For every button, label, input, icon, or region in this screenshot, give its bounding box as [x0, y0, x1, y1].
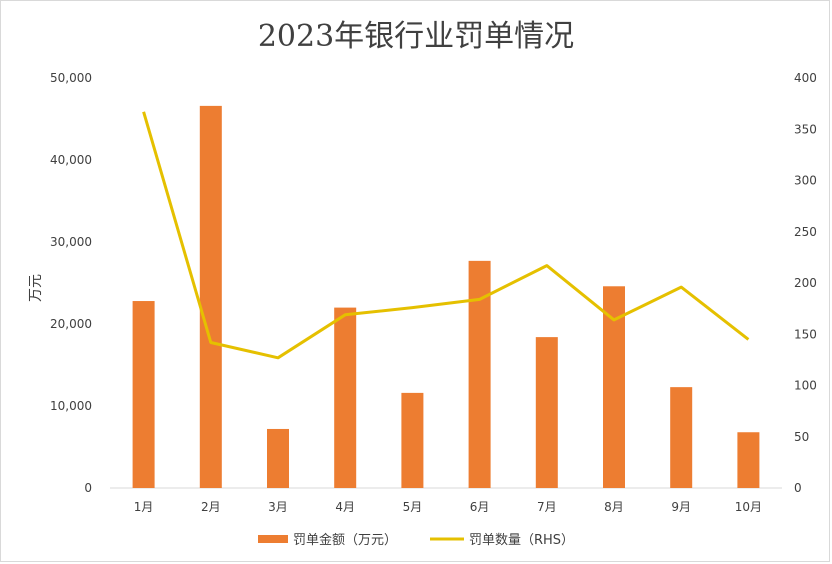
right-tick-label: 50 [794, 430, 809, 444]
bar [737, 432, 760, 488]
bar [401, 392, 424, 488]
left-tick-label: 30,000 [50, 235, 92, 249]
bar [267, 428, 289, 488]
left-tick-label: 10,000 [50, 399, 92, 413]
right-tick-label: 250 [794, 225, 817, 239]
bar [468, 260, 491, 488]
x-tick-label: 8月 [604, 500, 624, 514]
right-tick-label: 100 [794, 379, 817, 393]
x-tick-label: 9月 [671, 500, 691, 514]
legend-label-count: 罚单数量（RHS） [469, 533, 574, 548]
y-axis-label: 万元 [28, 274, 44, 302]
right-tick-label: 0 [794, 481, 802, 495]
left-axis-ticks: 0 10,000 20,000 30,000 40,000 50,000 [50, 71, 92, 495]
x-tick-label: 10月 [735, 500, 762, 514]
bar-series [132, 105, 760, 488]
bar [535, 337, 558, 488]
right-axis-ticks: 0 50 100 150 200 250 300 350 400 [794, 71, 817, 495]
legend-label-amount: 罚单金额（万元） [293, 532, 397, 548]
x-tick-label: 4月 [335, 500, 355, 514]
bar [199, 105, 222, 488]
series-line [142, 111, 750, 360]
line-series [142, 111, 750, 360]
bar [670, 387, 693, 488]
right-tick-label: 200 [794, 276, 817, 290]
x-tick-label: 5月 [403, 500, 423, 514]
legend-swatch-amount [258, 535, 288, 543]
right-tick-label: 350 [794, 122, 817, 136]
left-tick-label: 20,000 [50, 317, 92, 331]
left-tick-label: 50,000 [50, 71, 92, 85]
x-tick-label: 3月 [268, 500, 288, 514]
right-tick-label: 150 [794, 327, 817, 341]
right-tick-label: 400 [794, 71, 817, 85]
legend: 罚单金额（万元） 罚单数量（RHS） [258, 532, 574, 548]
x-tick-label: 6月 [470, 500, 490, 514]
right-tick-label: 300 [794, 174, 817, 188]
x-tick-label: 7月 [537, 500, 557, 514]
left-tick-label: 40,000 [50, 153, 92, 167]
bar [603, 286, 625, 488]
x-axis-ticks: 1月 2月 3月 4月 5月 6月 7月 8月 9月 10月 [134, 500, 762, 514]
left-tick-label: 0 [84, 481, 92, 495]
bar [132, 301, 155, 488]
x-tick-label: 1月 [134, 500, 154, 514]
chart-title: 2023年银行业罚单情况 [258, 19, 574, 54]
bar [334, 307, 357, 488]
x-tick-label: 2月 [201, 500, 221, 514]
